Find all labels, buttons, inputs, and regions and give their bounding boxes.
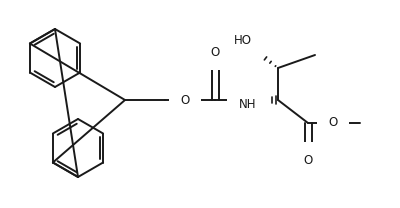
Text: NH: NH: [239, 99, 257, 111]
Text: O: O: [180, 94, 190, 106]
Text: O: O: [303, 154, 313, 166]
Text: O: O: [210, 46, 220, 58]
Text: O: O: [328, 116, 338, 130]
Text: HO: HO: [234, 35, 252, 47]
